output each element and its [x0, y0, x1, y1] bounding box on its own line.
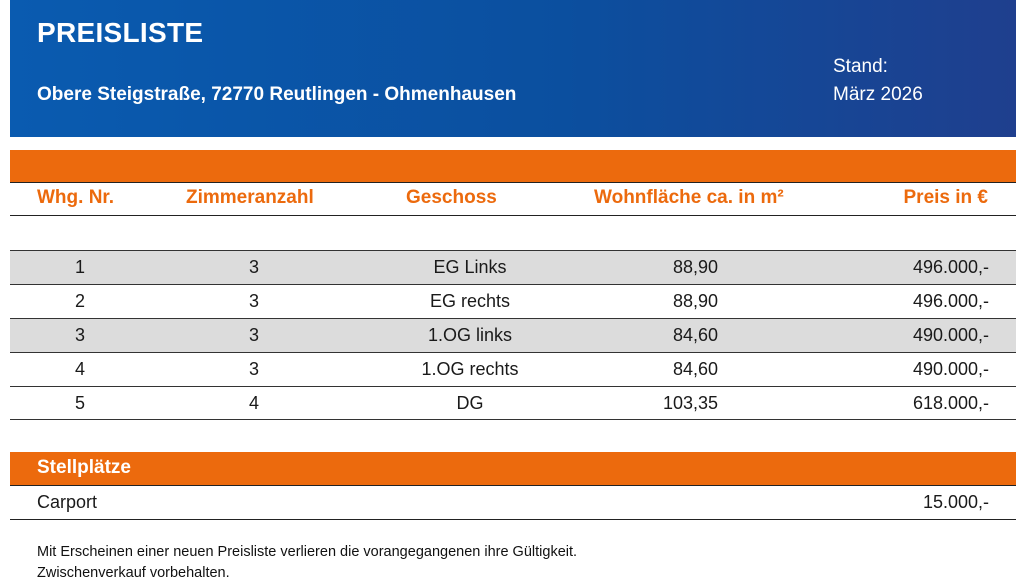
cell-preis: 496.000,-	[912, 291, 989, 311]
cell-nr: 1	[74, 257, 85, 277]
cell-preis: 490.000,-	[912, 325, 989, 345]
table-row: 2 3 EG rechts 88,90 496.000,-	[10, 284, 1016, 318]
accent-bar	[10, 150, 1016, 182]
cell-geschoss: DG	[456, 393, 484, 413]
table-row: 1 3 EG Links 88,90 496.000,-	[10, 250, 1016, 284]
property-address: Obere Steigstraße, 72770 Reutlingen - Oh…	[37, 84, 517, 105]
cell-preis: 496.000,-	[912, 257, 989, 277]
price-table: 1 3 EG Links 88,90 496.000,- 2 3 EG rech…	[10, 250, 1016, 420]
column-header-geschoss: Geschoss	[406, 187, 497, 208]
cell-flaeche: 103,35	[662, 393, 718, 413]
stellplaetze-title: Stellplätze	[37, 457, 131, 478]
cell-zimmer: 3	[248, 325, 259, 345]
cell-zimmer: 3	[248, 291, 259, 311]
cell-geschoss: 1.OG links	[427, 325, 513, 345]
cell-nr: 5	[74, 393, 85, 413]
carport-label: Carport	[37, 492, 98, 512]
cell-zimmer: 3	[248, 257, 259, 277]
page-title: PREISLISTE	[37, 17, 204, 48]
cell-geschoss: EG Links	[433, 257, 507, 277]
cell-flaeche: 88,90	[672, 257, 718, 277]
footer-note: Mit Erscheinen einer neuen Preisliste ve…	[37, 542, 577, 584]
cell-nr: 3	[74, 325, 85, 345]
stand-date: März 2026	[833, 84, 923, 105]
table-header-row: Whg. Nr. Zimmeranzahl Geschoss Wohnfläch…	[10, 182, 1016, 216]
cell-geschoss: EG rechts	[429, 291, 511, 311]
cell-flaeche: 84,60	[672, 325, 718, 345]
column-header-zimmer: Zimmeranzahl	[186, 187, 314, 208]
column-header-nr: Whg. Nr.	[37, 187, 115, 208]
cell-nr: 4	[74, 359, 85, 379]
column-header-flaeche: Wohnfläche ca. in m²	[594, 187, 784, 208]
table-row: 5 4 DG 103,35 618.000,-	[10, 386, 1016, 420]
cell-nr: 2	[74, 291, 85, 311]
cell-zimmer: 3	[248, 359, 259, 379]
stellplaetze-header: Stellplätze	[10, 452, 1016, 485]
carport-row: Carport 15.000,-	[10, 485, 1016, 520]
cell-flaeche: 84,60	[672, 359, 718, 379]
table-row: 4 3 1.OG rechts 84,60 490.000,-	[10, 352, 1016, 386]
footer-line-validity: Mit Erscheinen einer neuen Preisliste ve…	[37, 544, 578, 560]
carport-price: 15.000,-	[922, 492, 989, 512]
cell-flaeche: 88,90	[672, 291, 718, 311]
table-row: 3 3 1.OG links 84,60 490.000,-	[10, 318, 1016, 352]
cell-preis: 490.000,-	[912, 359, 989, 379]
cell-zimmer: 4	[248, 393, 259, 413]
header-banner: PREISLISTE Obere Steigstraße, 72770 Reut…	[10, 0, 1016, 137]
column-header-preis: Preis in €	[903, 187, 989, 208]
footer-line-reservation: Zwischenverkauf vorbehalten.	[37, 565, 230, 581]
cell-geschoss: 1.OG rechts	[421, 359, 519, 379]
cell-preis: 618.000,-	[912, 393, 989, 413]
stand-label: Stand:	[833, 56, 888, 77]
